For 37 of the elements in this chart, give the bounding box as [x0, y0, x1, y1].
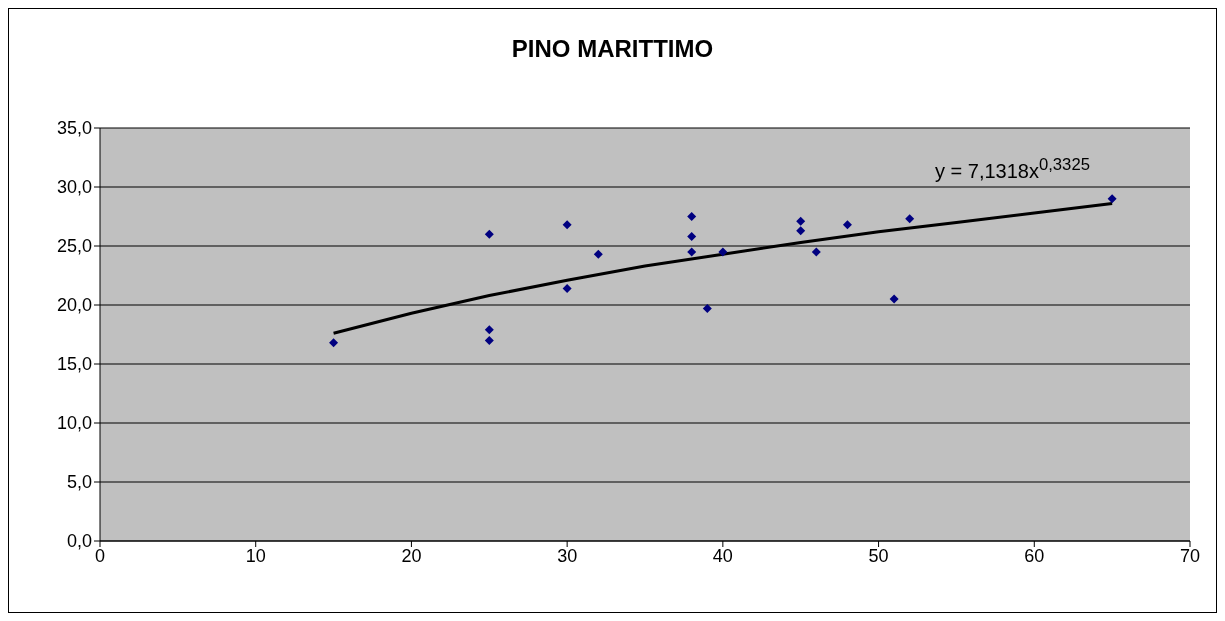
- x-tick-label: 30: [557, 545, 578, 566]
- point: [796, 216, 806, 226]
- point: [329, 338, 339, 348]
- point: [484, 325, 494, 335]
- point: [562, 283, 572, 293]
- x-tick-label: 60: [1024, 545, 1045, 566]
- annotation: y = 7,1318x$^{0,3325}$: [935, 155, 1090, 183]
- y-tick-label: 35,0: [56, 118, 92, 139]
- point: [1107, 194, 1117, 204]
- y-tick-label: 20,0: [56, 295, 92, 316]
- y-tick-label: 25,0: [56, 236, 92, 257]
- x-tick-label: 70: [1179, 545, 1201, 566]
- y-tick-label: 10,0: [56, 413, 92, 434]
- y-tick-label: 15,0: [56, 354, 92, 375]
- y-tick-label: 5,0: [66, 472, 92, 493]
- point: [702, 304, 712, 314]
- chart-title: PINO MARITTIMO: [510, 35, 715, 63]
- x-tick-label: 50: [868, 545, 889, 566]
- x-tick-label: 20: [401, 545, 422, 566]
- point: [718, 247, 728, 257]
- point: [562, 220, 572, 230]
- point: [484, 229, 494, 239]
- point: [687, 212, 697, 221]
- point: [796, 226, 806, 236]
- point: [484, 335, 494, 345]
- x-tick-label: 0: [94, 545, 106, 566]
- point: [842, 220, 852, 230]
- x-tick-label: 10: [245, 545, 266, 566]
- point: [811, 247, 821, 257]
- point: [905, 214, 915, 224]
- point: [889, 294, 899, 304]
- x-tick-label: 40: [712, 545, 733, 566]
- point: [687, 247, 697, 257]
- point: [687, 232, 697, 242]
- point: [593, 249, 603, 259]
- y-tick-label: 30,0: [56, 177, 92, 198]
- y-tick-label: 0,0: [66, 531, 92, 552]
